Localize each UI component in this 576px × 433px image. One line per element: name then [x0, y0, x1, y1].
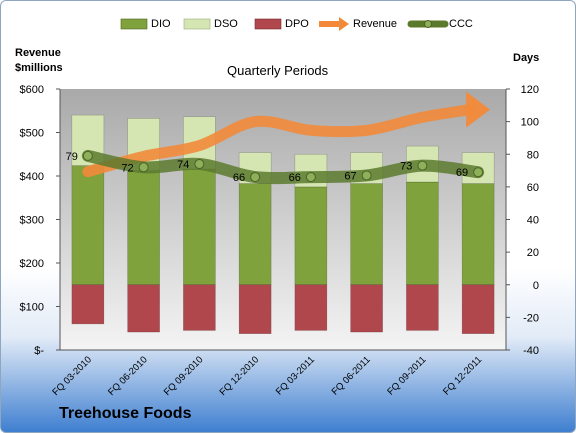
ccc-data-label: 69 [456, 167, 468, 179]
legend-item-dso: DSO [184, 15, 238, 33]
ccc-point [194, 159, 205, 170]
x-tick-label: FQ 03-2010 [50, 354, 94, 398]
legend-dpo-swatch [254, 18, 282, 30]
dpo-bar [294, 284, 328, 331]
dpo-bar [406, 284, 439, 331]
dpo-bar [127, 284, 160, 333]
x-tick-label: FQ 06-2010 [106, 354, 150, 398]
dio-bar [71, 165, 105, 286]
legend-dio-swatch-slot [121, 19, 147, 29]
right-tick-label: 80 [527, 149, 539, 161]
dpo-bar [238, 284, 272, 334]
ccc-data-label: 72 [121, 162, 133, 174]
legend-revenue-arrowhead [339, 17, 349, 31]
x-tick-label: FQ 09-2010 [162, 354, 206, 398]
x-tick-label: FQ 12-2010 [218, 354, 262, 398]
left-tick-label: $400 [20, 171, 44, 183]
chart-title: Quarterly Periods [227, 63, 329, 78]
left-tick-label: $200 [20, 258, 44, 270]
revenue-line [82, 104, 476, 178]
x-tick-label: FQ 06-2011 [330, 354, 373, 397]
legend-item-revenue: Revenue [319, 15, 397, 33]
ccc-data-label: 79 [66, 151, 78, 163]
dpo-bar [461, 284, 495, 334]
ccc-data-label: 74 [177, 159, 189, 171]
x-tick-label: FQ 03-2011 [274, 354, 317, 397]
legend-dso-swatch-slot [184, 19, 210, 29]
revenue-arrowhead [466, 91, 491, 128]
ccc-point [138, 162, 149, 173]
legend-label: DPO [285, 18, 309, 30]
dio-bar [238, 183, 272, 286]
right-tick-label: 40 [527, 215, 539, 227]
legend-item-dpo: DPO [255, 15, 309, 33]
ccc-point [250, 172, 261, 183]
right-tick-label: 20 [527, 247, 539, 259]
dpo-bar [183, 284, 216, 331]
dpo-bar [350, 284, 383, 333]
dio-bar [127, 170, 160, 286]
right-tick-label: -40 [523, 345, 539, 357]
dio-bar [350, 183, 383, 286]
legend-dso-swatch [183, 18, 211, 30]
right-tick-label: -20 [523, 312, 539, 324]
ccc-point [305, 172, 316, 183]
ccc-point [417, 160, 428, 171]
left-tick-label: $- [34, 345, 44, 357]
left-tick-label: $500 [20, 128, 44, 140]
dio-bar [461, 183, 495, 286]
legend-dpo-swatch-slot [255, 19, 281, 29]
right-tick-label: 120 [521, 84, 539, 96]
legend-item-dio: DIO [121, 15, 171, 33]
left-tick-label: $300 [20, 215, 44, 227]
x-tick-label: FQ 12-2011 [441, 354, 484, 397]
revenue-series [82, 91, 491, 178]
left-axis-title-line2: $millions [15, 62, 63, 74]
legend-label: DIO [151, 18, 171, 30]
left-tick-label: $600 [20, 84, 44, 96]
dio-bar [183, 168, 216, 286]
right-tick-label: 100 [521, 117, 539, 129]
ccc-point [361, 170, 372, 181]
ccc-data-label: 66 [289, 172, 301, 184]
bar-group [71, 114, 495, 334]
legend-ccc-swatch-slot [411, 19, 445, 29]
right-tick-label: 0 [533, 280, 539, 292]
legend-ccc-point [424, 20, 432, 28]
ccc-point [82, 150, 93, 161]
dio-bar [294, 186, 328, 286]
legend-swatches [120, 17, 449, 31]
legend-revenue-swatch-slot [319, 19, 349, 29]
x-tick-label: FQ 09-2011 [385, 354, 428, 397]
right-axis-title: Days [513, 52, 540, 64]
legend-label: DSO [214, 18, 238, 30]
legend-label: Revenue [353, 18, 398, 30]
ccc-data-label: 73 [400, 161, 412, 173]
ccc-data-label: 67 [344, 170, 356, 182]
left-axis-title: Revenue $millions [15, 46, 63, 76]
ccc-series: 79 72 74 66 66 67 73 69 [66, 149, 485, 185]
ccc-data-label: 66 [233, 172, 245, 184]
right-tick-label: 60 [527, 182, 539, 194]
legend-label: CCC [449, 18, 473, 30]
company-name: Treehouse Foods [59, 405, 192, 422]
legend-item-ccc: CCC [411, 15, 473, 33]
left-axis-title-line1: Revenue [15, 47, 61, 59]
left-tick-label: $100 [20, 302, 44, 314]
ccc-point [473, 167, 484, 178]
dpo-bar [71, 284, 105, 325]
dio-bar [406, 181, 439, 286]
legend-dio-swatch [120, 18, 148, 30]
